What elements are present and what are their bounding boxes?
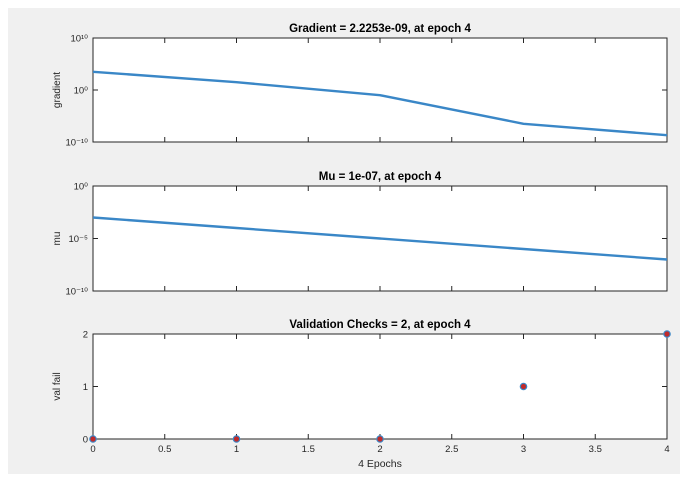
plot-1-ylabel: gradient (52, 72, 63, 108)
plot-2-ytick-label: 10⁻¹⁰ (65, 287, 88, 298)
plot-3-ytick-label: 2 (83, 330, 88, 341)
plot-1-ytick-label: 10⁰ (74, 86, 89, 97)
plot-3-axes (92, 333, 668, 440)
val-fail-point (519, 382, 528, 391)
plot-3-ylabel: val fail (52, 372, 63, 400)
training-plots: Gradient = 2.2253e-09, at epoch 410⁻¹⁰10… (52, 23, 671, 470)
xtick-label: 2.5 (445, 444, 458, 455)
plot-1-ytick-label: 10¹⁰ (70, 34, 88, 45)
xtick-label: 4 (664, 444, 669, 455)
plot-3-ytick-label: 0 (83, 435, 88, 446)
plot-2-ytick-label: 10⁻⁵ (68, 234, 88, 245)
xtick-label: 0 (90, 444, 95, 455)
val-fail-point (89, 435, 97, 443)
plot-2-title: Mu = 1e-07, at epoch 4 (319, 171, 442, 183)
plot-1-ytick-label: 10⁻¹⁰ (65, 138, 88, 149)
plot-3-xlabel: 4 Epochs (358, 458, 402, 470)
val-fail-point (663, 330, 671, 338)
plot-3-ytick-label: 1 (83, 382, 88, 393)
xtick-label: 3 (521, 444, 526, 455)
val-fail-point (376, 435, 384, 443)
val-fail-point (232, 435, 241, 443)
xtick-label: 1 (234, 444, 239, 455)
plot-2-ylabel: mu (52, 232, 63, 246)
xtick-label: 3.5 (589, 444, 602, 455)
xtick-label: 1.5 (302, 444, 315, 455)
xtick-label: 0.5 (158, 444, 171, 455)
plot-1-series-line (92, 70, 668, 137)
plot-2-ytick-label: 10⁰ (74, 182, 89, 193)
plot-2-series-line (92, 216, 668, 261)
plot-3-title: Validation Checks = 2, at epoch 4 (289, 319, 471, 331)
xtick-label: 2 (377, 444, 382, 455)
plot-1-axes (92, 37, 668, 143)
figure-window: Gradient = 2.2253e-09, at epoch 4 10⁻¹⁰ 10… (8, 8, 680, 474)
plot-1-title: Gradient = 2.2253e-09, at epoch 4 (289, 23, 471, 35)
